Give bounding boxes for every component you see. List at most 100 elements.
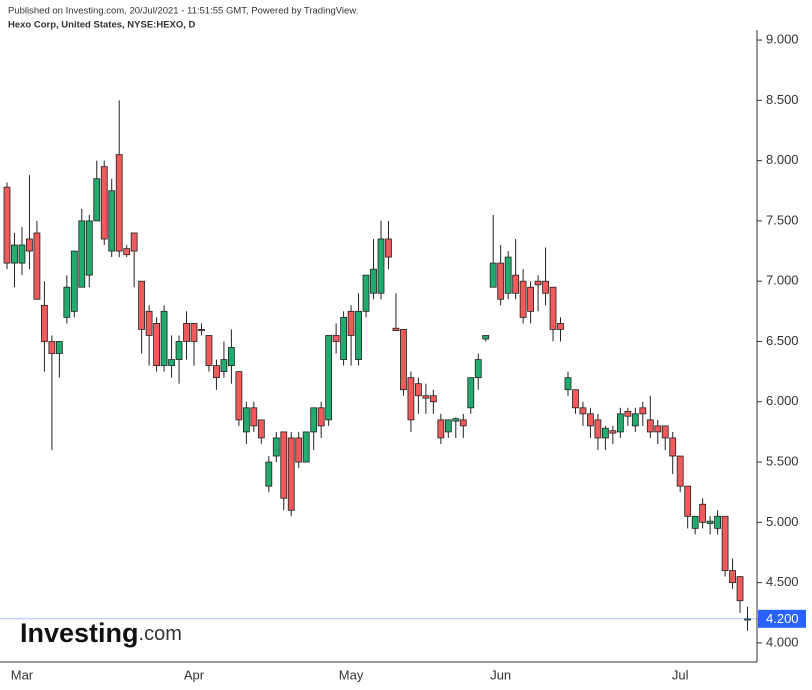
y-tick-label: 8.500 [766,92,799,107]
logo-brand: Investing [20,618,139,648]
candle-body [205,335,213,367]
y-tick-label: 9.000 [766,31,799,46]
y-tick-label: 4.000 [766,634,799,649]
y-tick-label: 4.500 [766,574,799,589]
y-tick-label: 7.500 [766,212,799,227]
candle-body [714,515,721,529]
candle-body [317,407,325,427]
candle-body [661,425,669,439]
candle-body [407,377,415,421]
candle-body [706,520,714,524]
logo: Investing.com [20,618,182,648]
candle-body [242,407,250,433]
candle-body [63,286,71,318]
candle-body [467,377,475,409]
last-price-box [758,609,806,628]
candle-body [325,335,333,421]
candle-body [624,411,632,417]
candle-body [557,322,564,330]
candle-body [564,377,572,391]
x-tick-label: Jun [490,667,511,682]
candle-body [392,327,400,332]
candle-body [287,437,295,511]
candle-body [549,286,557,330]
candle-body [512,274,520,294]
candle-body [265,461,273,487]
candle-body [93,178,101,222]
candle-body [684,485,692,517]
candle-body [340,316,348,360]
candle-body [190,322,198,342]
x-tick-label: Mar [11,667,34,682]
candle-body [85,220,93,276]
candle-body [572,389,579,409]
candle-body [377,238,385,294]
candle-body [48,341,56,354]
candle-body [168,359,175,367]
candle-body [654,425,662,433]
candle-body [123,248,131,256]
last-price-label: 4.200 [766,611,799,626]
candle-body [41,304,48,342]
candle-body [3,186,11,264]
candle-body [489,262,497,288]
candle-body [18,244,26,264]
candle-body [497,262,505,300]
candle-body [594,419,602,439]
candle-body [183,322,190,342]
candle-body [11,244,18,264]
candle-body [669,437,677,457]
candle-body [527,286,534,312]
candle-body [444,419,452,433]
candle-body [295,437,303,463]
candle-body [250,407,258,427]
candle-body [400,329,407,391]
candle-body [729,570,736,584]
candle-body [519,280,527,318]
candle-body [676,455,684,487]
candle-body [691,515,699,529]
chart-title: Hexo Corp, United States, NYSE:HEXO, D [8,20,196,31]
y-tick-label: 5.000 [766,514,799,529]
published-note: Published on Investing.com, 20/Jul/2021 … [8,6,358,17]
candle-body [145,310,153,336]
candle-body [579,407,587,415]
candle-body [385,238,392,258]
candle-body [310,407,318,433]
candle-body [414,383,422,397]
candle-body [213,365,220,379]
candle-body [422,395,430,399]
x-tick-label: Apr [184,667,205,682]
candle-body [130,232,138,252]
y-tick-label: 8.000 [766,152,799,167]
candle-body [108,190,116,252]
y-tick-label: 6.000 [766,393,799,408]
candle-body [362,274,370,312]
candle-body [100,166,108,240]
candle-body [736,576,744,602]
candle-body [78,220,86,288]
candle-body [616,413,624,433]
candle-body [459,419,467,427]
candle-body [587,413,594,427]
candle-body [699,503,707,523]
candle-body [631,413,639,427]
candle-body [115,154,123,252]
candle-body [175,341,183,360]
candle-body [429,395,437,403]
candle-body [235,371,243,421]
candle-body [70,250,78,312]
candle-body [302,431,310,463]
candle-body [220,359,228,373]
candle-body [534,280,542,286]
x-tick-label: May [339,667,364,682]
candle-body [370,268,377,294]
y-tick-label: 6.500 [766,333,799,348]
candle-body [721,515,729,571]
candle-body [602,427,609,439]
candle-body [272,437,280,457]
logo-suffix: .com [139,623,182,645]
candle-body [33,232,41,300]
candle-body [198,329,205,332]
